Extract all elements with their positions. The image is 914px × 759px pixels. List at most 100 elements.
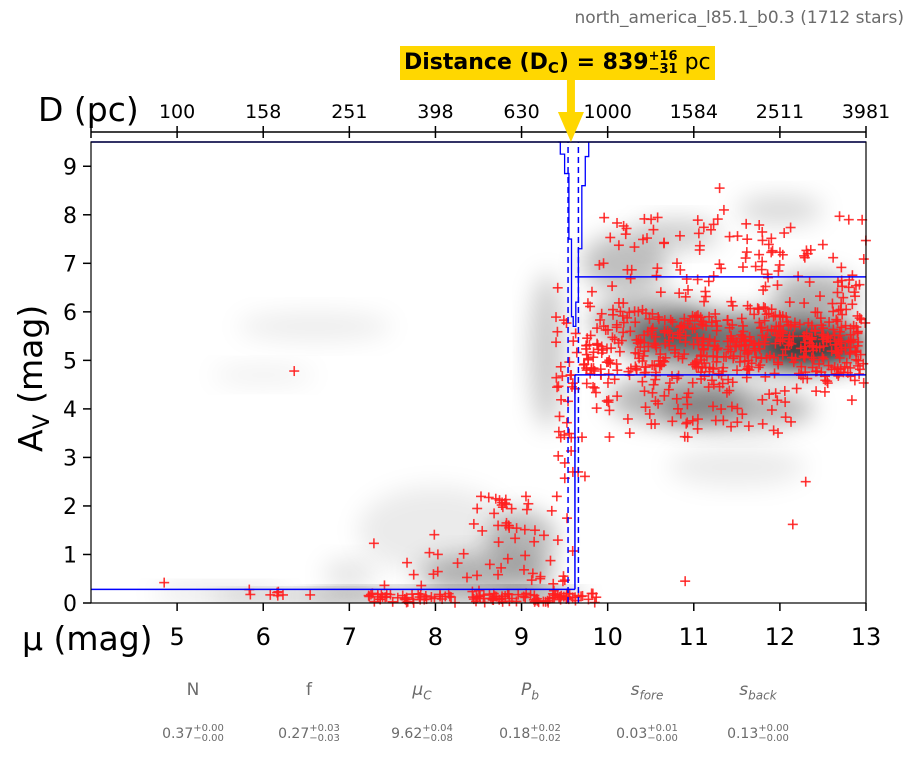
star-point bbox=[659, 390, 670, 401]
star-point bbox=[741, 218, 752, 229]
x-tick-label: 11 bbox=[679, 623, 710, 651]
star-point bbox=[591, 403, 602, 414]
star-point bbox=[634, 353, 645, 364]
star-point bbox=[493, 569, 504, 580]
star-point bbox=[834, 352, 845, 363]
star-point bbox=[732, 365, 743, 376]
star-point bbox=[606, 343, 617, 354]
density-blob-20 bbox=[323, 559, 376, 589]
star-point bbox=[773, 321, 784, 332]
star-point bbox=[692, 274, 703, 285]
star-point bbox=[272, 590, 283, 601]
star-point bbox=[435, 589, 446, 600]
star-point bbox=[854, 279, 865, 290]
param-name: sback bbox=[739, 680, 777, 703]
star-point bbox=[724, 385, 735, 396]
star-point bbox=[725, 341, 736, 352]
star-point bbox=[774, 247, 785, 258]
star-point bbox=[760, 281, 771, 292]
star-point bbox=[832, 277, 843, 288]
star-point bbox=[728, 335, 739, 346]
star-point bbox=[712, 214, 723, 225]
star-point bbox=[801, 346, 812, 357]
star-point bbox=[681, 418, 692, 429]
star-point bbox=[816, 329, 827, 340]
star-point bbox=[825, 336, 836, 347]
star-point bbox=[759, 336, 770, 347]
star-point bbox=[605, 232, 616, 243]
star-point bbox=[612, 391, 623, 402]
star-point bbox=[392, 592, 403, 603]
star-point bbox=[561, 417, 572, 428]
star-point bbox=[608, 309, 619, 320]
star-point bbox=[414, 592, 425, 603]
star-point bbox=[697, 362, 708, 373]
star-point bbox=[710, 415, 721, 426]
star-point bbox=[530, 595, 541, 606]
x-axis-label: μ (mag) bbox=[22, 619, 153, 658]
star-point bbox=[721, 387, 732, 398]
star-point bbox=[680, 576, 691, 587]
star-point bbox=[787, 519, 798, 530]
star-point bbox=[743, 421, 754, 432]
star-point bbox=[571, 347, 582, 358]
star-point bbox=[485, 593, 496, 604]
star-point bbox=[551, 372, 562, 383]
star-point bbox=[808, 354, 819, 365]
star-point bbox=[676, 320, 687, 331]
y-tick-label: 3 bbox=[63, 446, 77, 471]
star-point bbox=[698, 222, 709, 233]
star-point bbox=[810, 307, 821, 318]
arrow-shaft bbox=[566, 80, 575, 114]
star-point bbox=[799, 352, 810, 363]
star-point bbox=[681, 274, 692, 285]
star-point bbox=[613, 337, 624, 348]
star-point bbox=[693, 228, 704, 239]
star-point bbox=[742, 234, 753, 245]
star-point bbox=[604, 432, 615, 443]
param-sfore: sfore 0.03 +0.01 −0.00 bbox=[592, 676, 702, 744]
star-point bbox=[740, 253, 751, 264]
star-point bbox=[683, 388, 694, 399]
star-point bbox=[700, 286, 711, 297]
star-point bbox=[858, 254, 869, 265]
star-point bbox=[683, 284, 694, 295]
star-point bbox=[551, 491, 562, 502]
star-point bbox=[653, 312, 664, 323]
star-point bbox=[847, 299, 858, 310]
star-point bbox=[529, 536, 540, 547]
star-point bbox=[766, 324, 777, 335]
top-tick-label: 1000 bbox=[583, 101, 631, 123]
star-point bbox=[638, 350, 649, 361]
star-point bbox=[694, 240, 705, 251]
distance-upper: +16 bbox=[648, 49, 678, 64]
star-point bbox=[786, 416, 797, 427]
star-point bbox=[750, 261, 761, 272]
star-point bbox=[586, 286, 597, 297]
distance-lower: −31 bbox=[648, 62, 678, 77]
star-point bbox=[666, 371, 677, 382]
star-point bbox=[682, 417, 693, 428]
y-tick-label: 2 bbox=[63, 495, 77, 520]
star-point bbox=[675, 264, 686, 275]
star-point bbox=[604, 405, 615, 416]
star-point bbox=[786, 352, 797, 363]
star-point bbox=[692, 423, 703, 434]
star-point bbox=[305, 589, 316, 600]
star-point bbox=[737, 409, 748, 420]
star-point bbox=[774, 259, 785, 270]
star-point bbox=[843, 214, 854, 225]
star-point bbox=[489, 508, 500, 519]
star-point bbox=[557, 371, 568, 382]
param-value: 0.27 +0.03 −0.03 bbox=[278, 723, 340, 744]
star-point bbox=[562, 513, 573, 524]
parameter-table: N 0.37 +0.00 −0.00 f 0.27 +0.03 −0.03 μC 9.62 +0.0… bbox=[0, 676, 914, 756]
star-point bbox=[828, 252, 839, 263]
star-point bbox=[770, 388, 781, 399]
star-point bbox=[755, 360, 766, 371]
star-point bbox=[846, 335, 857, 346]
star-point bbox=[849, 375, 860, 386]
star-point bbox=[526, 575, 537, 586]
param-sback: sback 0.13 +0.00 −0.00 bbox=[703, 676, 813, 744]
star-point bbox=[814, 291, 825, 302]
